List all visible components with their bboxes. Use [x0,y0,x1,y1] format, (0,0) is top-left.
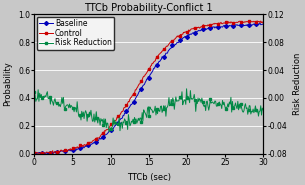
Baseline [33,152,37,155]
Baseline [173,45,176,47]
Line: Control: Control [33,20,264,155]
Risk Reduction [261,109,265,111]
Baseline [168,48,171,50]
Control [259,20,263,22]
Baseline [261,23,265,25]
X-axis label: TTCb (sec): TTCb (sec) [127,173,171,181]
Risk Reduction [169,98,173,100]
Control [33,151,37,153]
Control [37,152,41,154]
Risk Reduction [185,88,188,90]
Legend: Baseline, Control, Risk Reduction: Baseline, Control, Risk Reduction [37,16,114,50]
Title: TTCb Probability-Conflict 1: TTCb Probability-Conflict 1 [84,4,213,14]
Control [226,22,230,25]
Risk Reduction [227,106,231,108]
Baseline [225,24,229,27]
Risk Reduction [169,104,172,106]
Baseline [240,23,243,25]
Risk Reduction [241,111,245,113]
Control [173,38,177,40]
Risk Reduction [173,101,177,103]
Control [169,40,173,43]
Control [261,22,265,24]
Risk Reduction [33,91,36,94]
Y-axis label: Risk Reduction: Risk Reduction [292,53,302,115]
Control [169,41,172,43]
Risk Reduction [107,131,111,133]
Baseline [169,47,172,49]
Risk Reduction [33,94,37,97]
Y-axis label: Probability: Probability [3,62,13,106]
Line: Risk Reduction: Risk Reduction [33,87,264,133]
Control [241,22,244,24]
Line: Baseline: Baseline [33,22,264,155]
Baseline [258,22,262,24]
Baseline [33,153,36,155]
Control [33,152,36,154]
